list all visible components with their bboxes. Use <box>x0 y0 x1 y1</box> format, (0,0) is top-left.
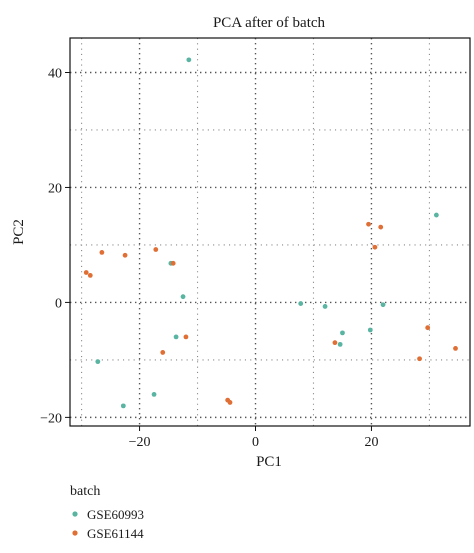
y-tick-label: 0 <box>55 296 62 311</box>
point-gse61144 <box>83 270 89 275</box>
legend-label: GSE60993 <box>87 507 144 522</box>
point-gse61144 <box>87 272 93 278</box>
point-gse60993 <box>186 57 192 63</box>
legend-key-gse61144 <box>72 530 78 536</box>
point-gse60993 <box>340 330 345 336</box>
legend-label: GSE61144 <box>87 526 144 541</box>
x-tick-label: 0 <box>252 435 259 450</box>
x-tick-label: 20 <box>364 435 378 450</box>
point-gse61144 <box>372 244 378 250</box>
data-points <box>83 57 458 409</box>
point-gse60993 <box>151 391 157 397</box>
point-gse61144 <box>183 334 189 340</box>
legend: batch GSE60993 GSE61144 <box>70 484 144 541</box>
chart-title: PCA after of batch <box>213 15 326 31</box>
point-gse61144 <box>453 346 458 351</box>
point-gse60993 <box>380 302 386 308</box>
legend-title: batch <box>70 484 100 499</box>
plot-grid <box>70 38 470 426</box>
point-gse61144 <box>227 400 233 405</box>
point-gse61144 <box>425 325 431 331</box>
point-gse60993 <box>433 212 439 218</box>
plot-frame <box>69 37 471 427</box>
point-gse61144 <box>378 224 384 230</box>
y-axis-title: PC2 <box>11 219 27 245</box>
x-axis: −20 0 20 <box>129 426 378 450</box>
point-gse61144 <box>122 252 128 258</box>
y-tick-label: 40 <box>48 66 62 81</box>
legend-key-gse60993 <box>72 511 78 517</box>
x-tick-label: −20 <box>129 435 151 450</box>
point-gse60993 <box>173 334 179 340</box>
point-gse61144 <box>99 250 105 255</box>
y-axis: −20 0 20 40 <box>40 66 70 426</box>
point-gse61144 <box>160 350 166 355</box>
point-gse61144 <box>153 247 159 252</box>
point-gse61144 <box>366 221 371 227</box>
point-gse60993 <box>95 359 101 365</box>
point-gse60993 <box>337 341 343 347</box>
point-gse60993 <box>367 327 373 333</box>
y-tick-label: 20 <box>48 181 62 196</box>
x-axis-title: PC1 <box>256 454 282 470</box>
point-gse60993 <box>120 403 126 409</box>
y-tick-label: −20 <box>40 411 62 426</box>
point-gse60993 <box>180 294 186 300</box>
point-gse61144 <box>417 356 422 362</box>
point-gse61144 <box>170 260 176 266</box>
point-gse60993 <box>298 301 304 306</box>
point-gse61144 <box>332 340 338 346</box>
point-gse60993 <box>322 304 328 309</box>
